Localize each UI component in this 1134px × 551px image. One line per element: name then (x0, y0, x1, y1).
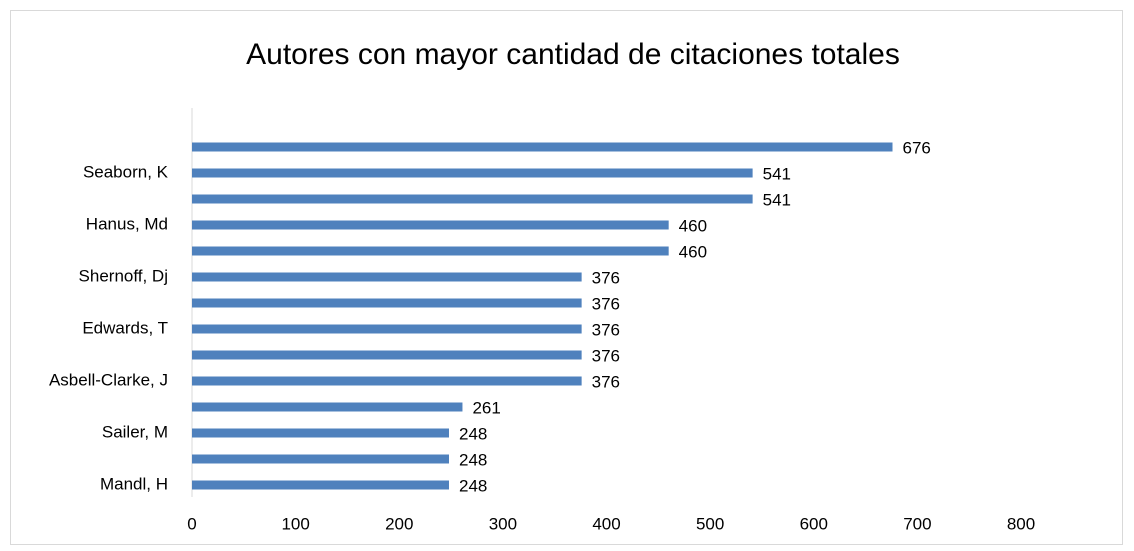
bar (192, 298, 582, 308)
data-label: 248 (459, 450, 487, 469)
bar (192, 454, 449, 464)
y-tick-label: Hanus, Md (86, 214, 168, 233)
x-tick-label: 100 (281, 514, 309, 533)
bar (192, 220, 669, 230)
bar (192, 402, 463, 412)
y-tick-label: Asbell-Clarke, J (49, 370, 168, 389)
data-label: 376 (592, 320, 620, 339)
chart-title: Autores con mayor cantidad de citaciones… (246, 38, 900, 71)
data-label: 460 (679, 242, 707, 261)
bar (192, 428, 449, 438)
data-label: 261 (472, 398, 500, 417)
y-tick-label: Sailer, M (102, 422, 168, 441)
bar (192, 194, 753, 204)
data-label: 376 (592, 268, 620, 287)
bar (192, 376, 582, 386)
data-label: 248 (459, 476, 487, 495)
bar (192, 480, 449, 490)
data-label: 376 (592, 346, 620, 365)
data-label: 460 (679, 216, 707, 235)
data-label: 676 (903, 138, 931, 157)
x-tick-label: 300 (489, 514, 517, 533)
data-label: 376 (592, 294, 620, 313)
data-label: 248 (459, 424, 487, 443)
bar (192, 350, 582, 360)
x-tick-label: 0 (187, 514, 196, 533)
bar (192, 142, 893, 152)
x-tick-label: 500 (696, 514, 724, 533)
y-tick-label: Edwards, T (82, 318, 168, 337)
bar (192, 168, 753, 178)
y-tick-label: Mandl, H (100, 474, 168, 493)
data-label: 541 (763, 190, 791, 209)
x-tick-label: 600 (800, 514, 828, 533)
data-label: 541 (763, 164, 791, 183)
data-label: 376 (592, 372, 620, 391)
y-tick-label: Shernoff, Dj (79, 266, 168, 285)
x-tick-label: 200 (385, 514, 413, 533)
bar (192, 324, 582, 334)
y-tick-label: Seaborn, K (83, 162, 169, 181)
bar (192, 246, 669, 256)
x-tick-label: 800 (1007, 514, 1035, 533)
x-tick-label: 700 (903, 514, 931, 533)
bar (192, 272, 582, 282)
x-tick-label: 400 (592, 514, 620, 533)
